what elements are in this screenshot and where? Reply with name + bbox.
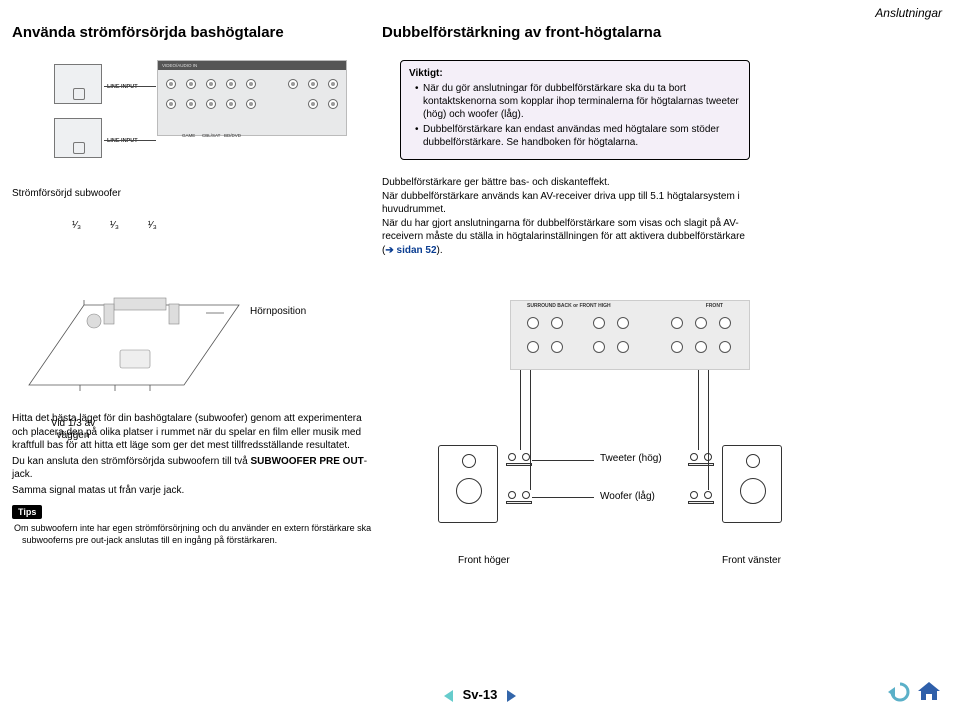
body-right-text: Dubbelförstärkare ger bättre bas- och di… — [382, 176, 752, 257]
important-title: Viktigt: — [409, 67, 741, 80]
undo-icon[interactable] — [886, 680, 912, 702]
heading-left: Använda strömförsörjda bashögtalare — [12, 24, 284, 41]
rca-panel: VIDEO/AUDIO IN GAME CBL/SAT BD/DVD — [157, 60, 347, 136]
page-link-52[interactable]: ➔ sidan 52 — [385, 245, 436, 256]
left-lower-p3: Samma signal matas ut från varje jack. — [12, 484, 372, 498]
home-icon[interactable] — [916, 680, 942, 702]
important-box: Viktigt: När du gör anslutningar för dub… — [400, 60, 750, 160]
front-left-label: Front vänster — [722, 555, 781, 566]
woofer-label: Woofer (låg) — [600, 491, 655, 502]
room-diagram — [24, 295, 244, 405]
front-right-label: Front höger — [458, 555, 510, 566]
fraction-3: ¹⁄₃ — [148, 220, 157, 231]
fraction-2: ¹⁄₃ — [110, 220, 119, 231]
important-item-2: Dubbelförstärkare kan endast användas me… — [415, 123, 741, 149]
line-input-label-1: LINE INPUT — [107, 84, 138, 90]
tips-text: Om subwoofern inte har egen strömförsörj… — [12, 523, 372, 546]
front-binding-panel: SURROUND BACK or FRONT HIGH FRONT — [510, 300, 750, 370]
body-right-p2: När dubbelförstärkare används kan AV-rec… — [382, 190, 752, 217]
important-item-1: När du gör anslutningar för dubbelförstä… — [415, 82, 741, 121]
tweeter-label: Tweeter (hög) — [600, 453, 662, 464]
subwoofer-diagram: LINE INPUT LINE INPUT VIDEO/AUDIO IN GAM… — [12, 58, 362, 218]
next-page-icon[interactable] — [507, 690, 516, 702]
speaker-front-right — [438, 445, 498, 523]
subwoofer-label: Strömförsörjd subwoofer — [12, 188, 121, 199]
page-number: Sv-13 — [463, 687, 498, 702]
rca-strip-label: VIDEO/AUDIO IN — [158, 61, 346, 70]
body-right-p1: Dubbelförstärkare ger bättre bas- och di… — [382, 176, 752, 190]
speaker-front-left — [722, 445, 782, 523]
biamp-wiring-diagram: Tweeter (hög) Woofer (låg) Front höger F… — [430, 405, 800, 605]
prev-page-icon[interactable] — [444, 690, 453, 702]
body-right-p3: När du har gjort anslutningarna för dubb… — [382, 217, 752, 258]
tips-badge: Tips — [12, 505, 42, 519]
section-header: Anslutningar — [875, 6, 942, 20]
heading-right: Dubbelförstärkning av front-högtalarna — [382, 24, 661, 41]
fraction-1: ¹⁄₃ — [72, 220, 81, 231]
left-lower-p1: Hitta det bästa läget för din bashögtala… — [12, 412, 372, 453]
corner-position-label: Hörnposition — [250, 306, 306, 317]
page-footer: Sv-13 — [0, 687, 960, 702]
left-lower-p2: Du kan ansluta den strömförsörjda subwoo… — [12, 455, 372, 482]
body-left-lower: Hitta det bästa läget för din bashögtala… — [12, 412, 372, 547]
line-input-label-2: LINE INPUT — [107, 138, 138, 144]
